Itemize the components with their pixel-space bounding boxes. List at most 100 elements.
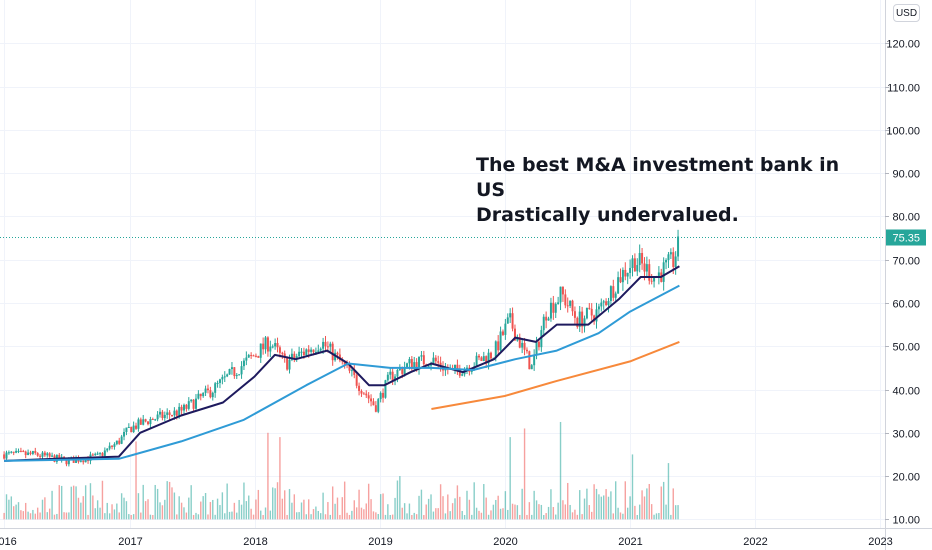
candle-body — [305, 349, 308, 356]
candle-body — [288, 359, 291, 370]
candle — [257, 355, 260, 358]
candle-body — [624, 269, 627, 277]
volume-bar — [176, 514, 178, 520]
candle-body — [266, 337, 269, 352]
volume-bar — [399, 476, 401, 520]
volume-bar — [135, 441, 137, 520]
candle — [180, 404, 183, 415]
candle-body — [554, 304, 557, 313]
candle-body — [477, 355, 480, 358]
volume-bar — [576, 514, 579, 520]
volume-bar — [358, 489, 360, 520]
candle — [367, 392, 370, 404]
volume-bar — [87, 514, 89, 520]
candle-body — [621, 269, 624, 283]
candle — [533, 349, 536, 371]
volume-bar — [267, 432, 269, 520]
candle-body — [197, 393, 200, 399]
volume-bar — [53, 514, 56, 520]
candle — [91, 453, 94, 456]
x-axis[interactable]: 2016 2017 2018 2019 2020 2021 2022 2023 — [0, 528, 932, 549]
candle — [370, 394, 373, 407]
candle-body — [29, 452, 32, 454]
candle-body — [626, 272, 629, 277]
candle-body — [494, 341, 497, 358]
candle — [144, 418, 147, 423]
candle — [10, 450, 13, 454]
volume-bar — [89, 483, 92, 520]
volume-bar — [591, 511, 593, 520]
volume-bar — [612, 513, 614, 520]
volume-bar — [487, 514, 490, 520]
candle-body — [123, 431, 126, 437]
volume-bar — [101, 480, 104, 520]
volume-bar — [224, 513, 226, 520]
volume-bar — [574, 509, 576, 520]
candle — [602, 299, 605, 310]
volume-bar — [219, 505, 221, 520]
candle-body — [137, 419, 140, 429]
candle — [386, 371, 389, 382]
volume-bar — [41, 499, 44, 520]
volume-bar — [432, 511, 435, 520]
volume-bar — [348, 514, 351, 520]
candle-body — [290, 353, 293, 360]
candle-body — [374, 405, 377, 412]
candle-body — [617, 277, 620, 294]
volume-bar — [22, 511, 24, 520]
volume-bar — [161, 505, 164, 520]
candle-body — [566, 305, 569, 307]
candle-body — [348, 364, 351, 371]
volume-bar — [662, 481, 665, 520]
volume-bar — [543, 514, 545, 520]
y-axis[interactable]: 120.00 110.00 100.00 90.00 80.00 70.00 60.00 50… — [885, 0, 920, 550]
candle — [293, 351, 296, 363]
candle — [211, 391, 214, 401]
candle-body — [10, 451, 13, 453]
candle-body — [382, 392, 385, 398]
volume-bar — [480, 512, 483, 520]
x-tick-label: 2020 — [493, 536, 517, 548]
candle-body — [557, 302, 560, 305]
ma-line-3 — [431, 340, 680, 410]
volume-bar — [607, 496, 610, 520]
candle-body — [218, 379, 221, 383]
candle — [523, 337, 526, 356]
volume-bar — [27, 511, 29, 520]
volume-bar — [250, 508, 252, 520]
candle — [554, 302, 557, 319]
candle-body — [235, 374, 238, 377]
volume-bar — [120, 493, 123, 520]
candle-body — [456, 364, 459, 370]
candle-body — [324, 341, 327, 347]
volume-bar — [130, 515, 132, 520]
candle-body — [331, 343, 334, 361]
currency-button[interactable]: USD — [893, 4, 920, 22]
candle — [434, 355, 437, 365]
last-price-label: 75.35 — [886, 229, 926, 246]
candle-body — [259, 343, 262, 358]
candle — [571, 299, 574, 316]
candle-body — [118, 440, 121, 444]
candle — [389, 367, 392, 380]
candle-body — [185, 404, 188, 409]
candle — [432, 352, 435, 365]
volume-bar — [48, 508, 51, 520]
candle — [674, 251, 677, 275]
candle — [578, 305, 581, 332]
y-tick-label: 20.00 — [892, 472, 920, 484]
volume-bar — [375, 512, 377, 520]
candle — [382, 388, 385, 403]
volume-bar — [166, 481, 168, 520]
candle-body — [530, 365, 533, 370]
candle-body — [355, 374, 358, 386]
candle-body — [111, 445, 114, 447]
candle — [163, 411, 166, 422]
volume-bars — [3, 421, 679, 520]
candle — [480, 356, 483, 362]
volume-bar — [291, 502, 293, 520]
candle-body — [633, 258, 636, 272]
x-tick-label: 2017 — [118, 536, 142, 548]
candle-body — [576, 317, 579, 327]
